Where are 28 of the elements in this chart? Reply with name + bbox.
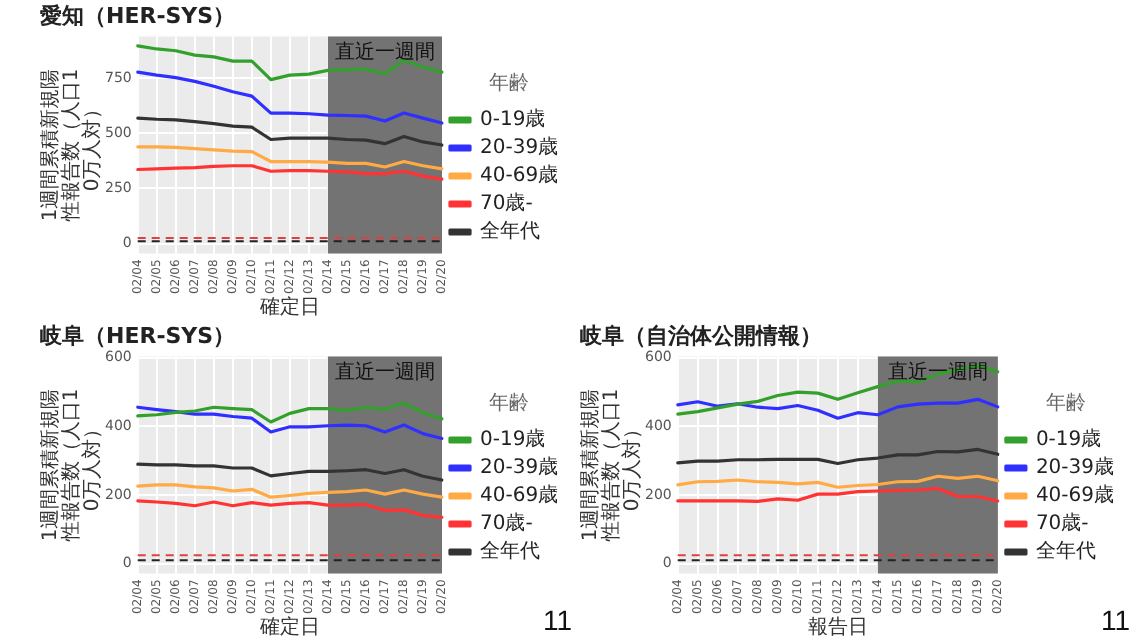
legend-title: 年齢	[489, 71, 529, 96]
band-label: 直近一週間	[334, 359, 435, 384]
legend-label: 20-39歳	[480, 455, 559, 480]
legend-label: 70歳-	[1035, 511, 1090, 536]
chart-title: 岐阜（自治体公開情報）	[580, 322, 822, 349]
band-label: 直近一週間	[334, 39, 435, 64]
legend-label: 0-19歳	[480, 107, 546, 132]
chart-title: 愛知（HER-SYS）	[40, 2, 236, 29]
legend-label: 0-19歳	[480, 427, 546, 452]
x-axis-title: 確定日	[257, 615, 320, 640]
legend-label: 40-69歳	[1035, 483, 1115, 508]
text: 11	[542, 604, 572, 636]
x-axis-title: 確定日	[257, 295, 320, 320]
legend-label: 20-39歳	[480, 135, 559, 160]
chart-title: 岐阜（HER-SYS）	[40, 322, 236, 349]
legend-label: 全年代	[1035, 539, 1096, 564]
legend-label: 70歳-	[480, 191, 534, 216]
legend-label: 40-69歳	[480, 163, 559, 188]
legend-title: 年齢	[489, 391, 529, 416]
legend-label: 全年代	[480, 539, 540, 564]
legend-label: 20-39歳	[1035, 455, 1115, 480]
text: 11	[1100, 604, 1130, 636]
legend-title: 年齢	[1045, 391, 1086, 416]
legend-label: 70歳-	[480, 511, 534, 536]
legend-label: 40-69歳	[480, 483, 559, 508]
legend-label: 0-19歳	[1035, 427, 1102, 452]
x-axis-title: 報告日	[807, 615, 868, 640]
legend-label: 全年代	[480, 219, 540, 244]
